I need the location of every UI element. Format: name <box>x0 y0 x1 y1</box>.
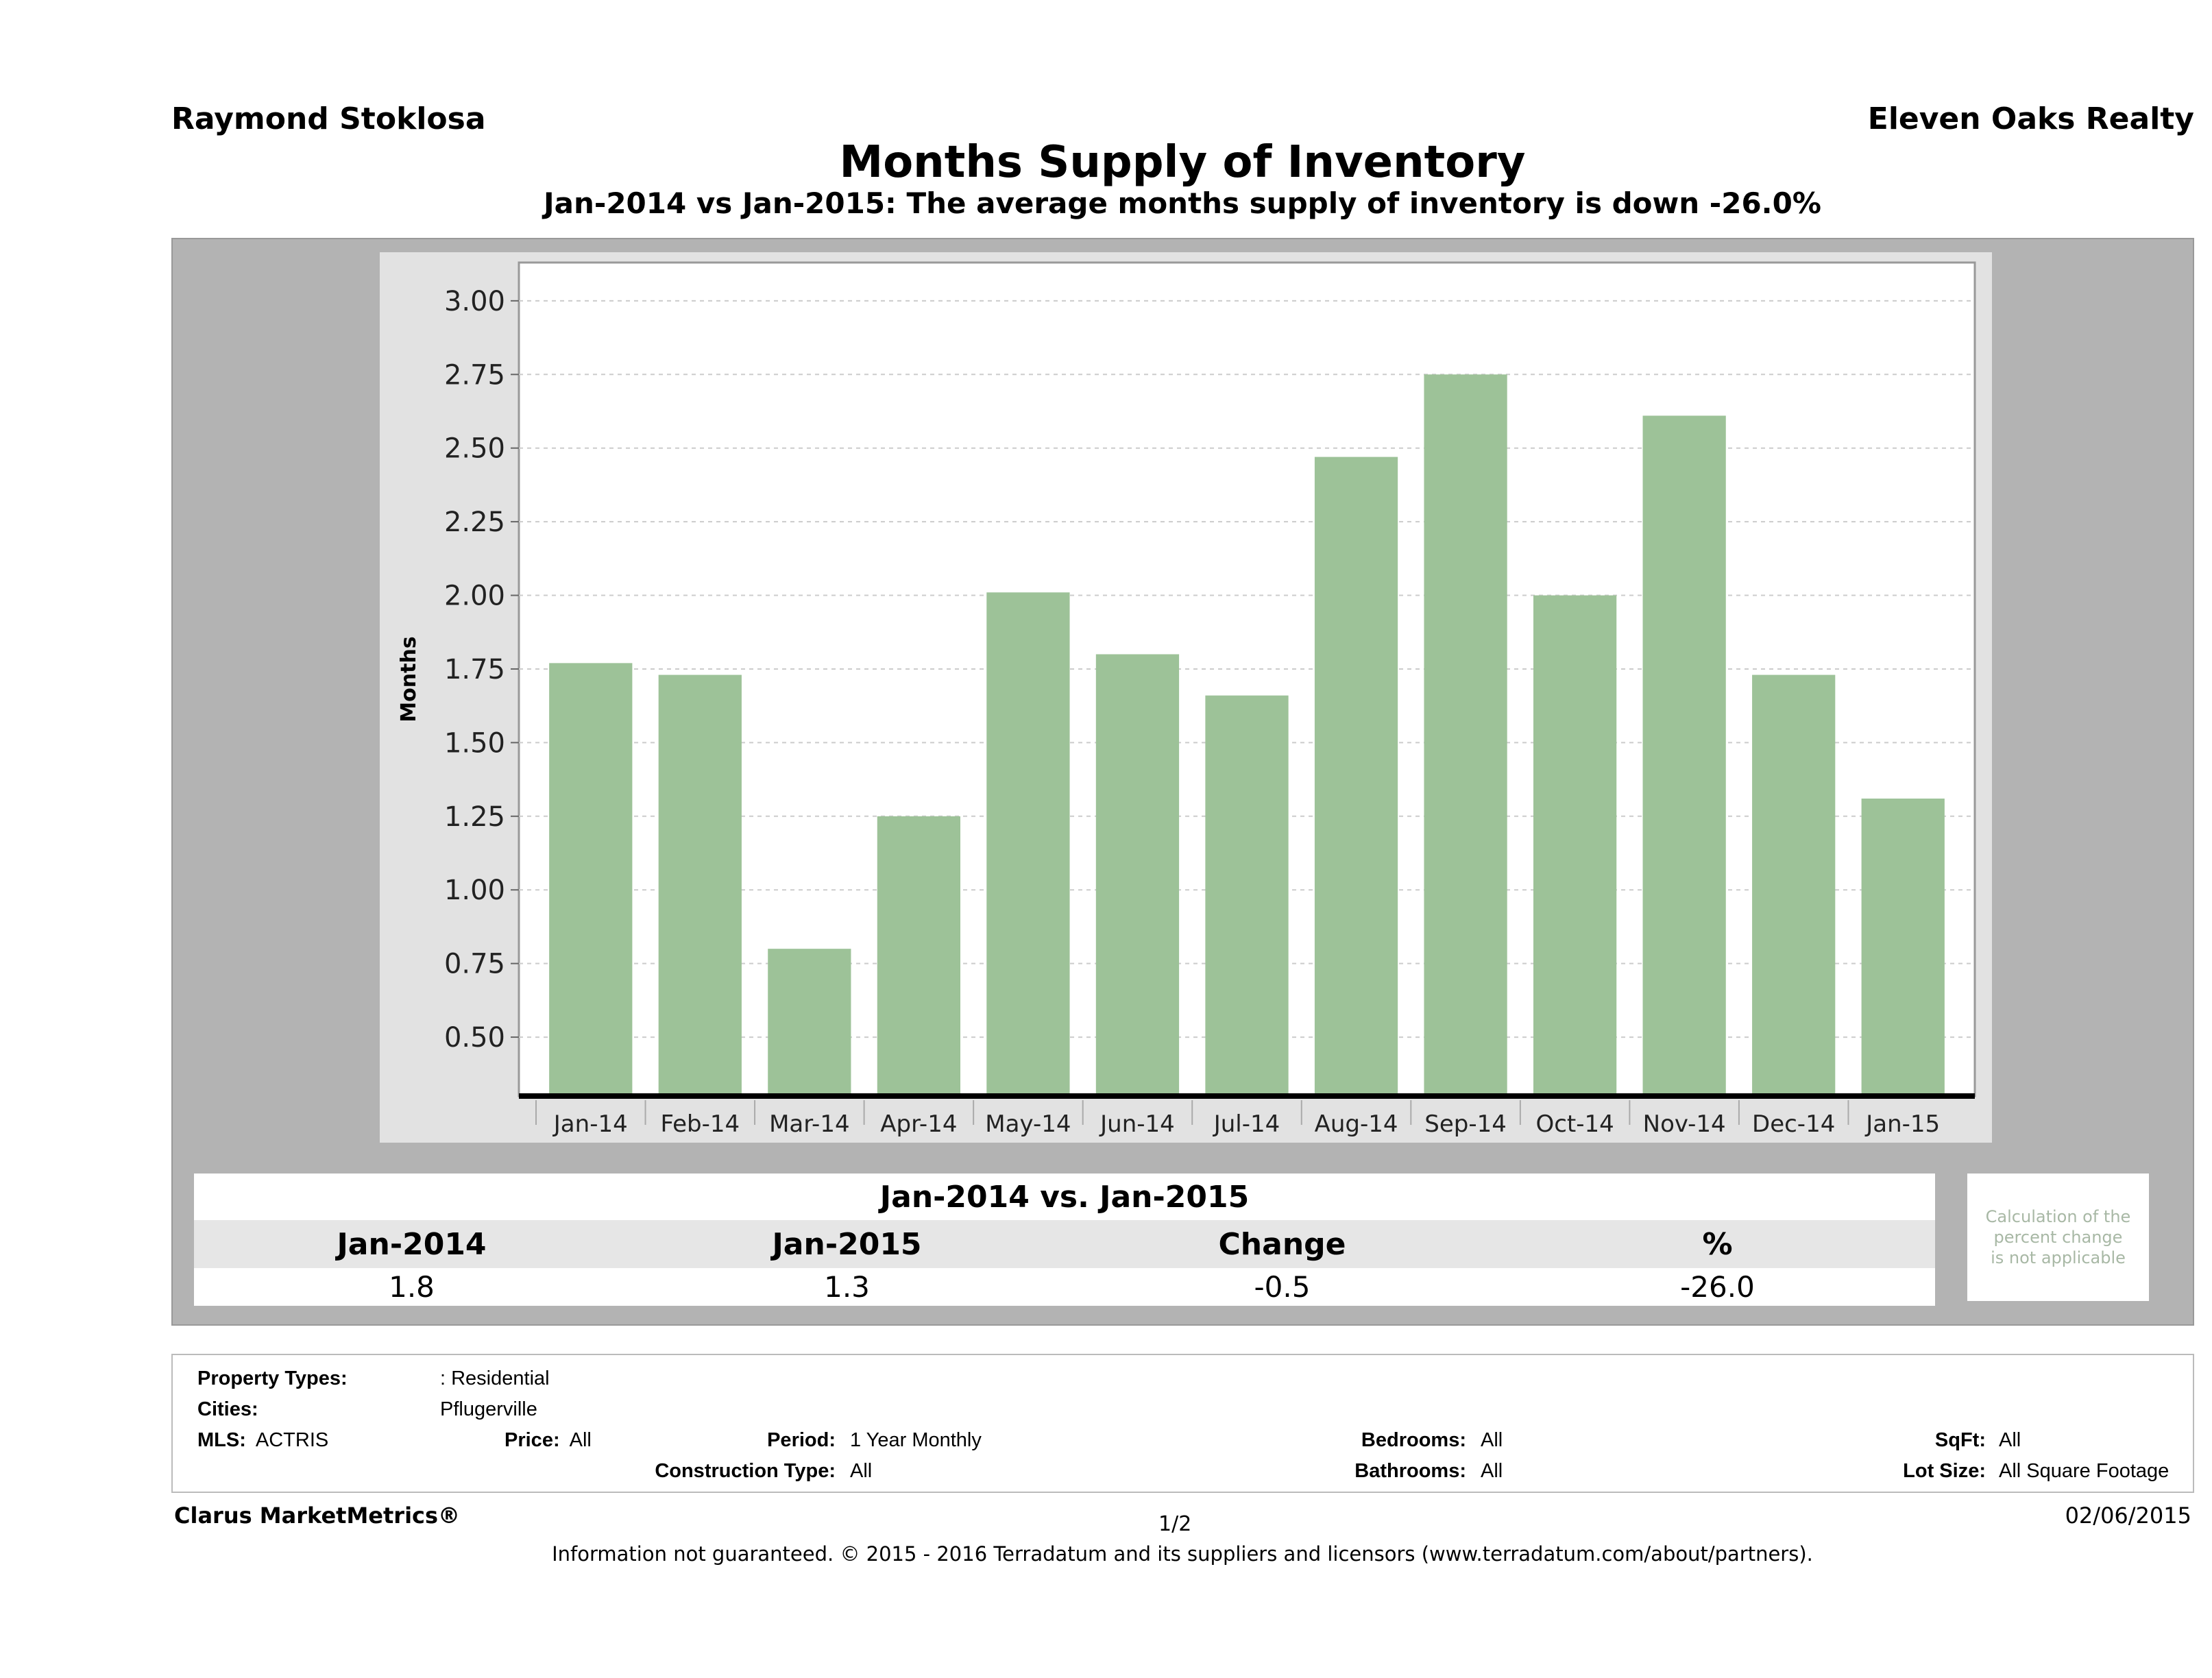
y-tick-label: 2.50 <box>444 433 505 465</box>
lot-size-label: Lot Size: <box>1903 1460 1986 1482</box>
company-name: Eleven Oaks Realty <box>1867 101 2194 136</box>
sqft-value: All <box>1999 1429 2021 1451</box>
y-tick-label: 1.75 <box>444 654 505 685</box>
cities-value: Pflugerville <box>440 1398 537 1420</box>
x-tick-label: Jun-14 <box>1099 1110 1175 1138</box>
mls-filter: MLS: ACTRIS <box>197 1429 328 1452</box>
bar-sep-14 <box>1424 374 1507 1096</box>
value-jan-2015: 1.3 <box>824 1270 870 1304</box>
bar-jan-14 <box>549 663 633 1096</box>
mls-label: MLS: <box>197 1429 246 1451</box>
property-types-label: Property Types: <box>197 1367 348 1389</box>
bar-jul-14 <box>1205 695 1289 1096</box>
construction-label: Construction Type: <box>655 1460 836 1482</box>
price-filter: Price: All <box>505 1429 592 1452</box>
bar-apr-14 <box>877 816 961 1096</box>
page-number: 1/2 <box>1158 1512 1192 1536</box>
price-label: Price: <box>505 1429 560 1451</box>
lot-size-filter: Lot Size: <box>1903 1460 1986 1483</box>
header-percent: % <box>1702 1226 1733 1262</box>
property-types-value: : Residential <box>440 1367 550 1389</box>
x-tick-label: Sep-14 <box>1424 1110 1507 1138</box>
y-tick-label: 2.00 <box>444 581 505 612</box>
y-tick-label: 1.00 <box>444 875 505 906</box>
comparison-table: Jan-2014 vs. Jan-2015 Jan-2014 Jan-2015 … <box>194 1174 1935 1306</box>
x-tick-label: Apr-14 <box>880 1110 957 1138</box>
x-tick-label: Oct-14 <box>1535 1110 1614 1138</box>
agent-name: Raymond Stoklosa <box>171 101 486 136</box>
y-tick-label: 2.75 <box>444 359 505 391</box>
header-jan-2014: Jan-2014 <box>337 1226 487 1262</box>
x-tick-label: Feb-14 <box>660 1110 740 1138</box>
filters-box: Property Types: : Residential Cities: Pf… <box>171 1354 2194 1493</box>
lot-size-value: All Square Footage <box>1999 1460 2170 1482</box>
note-line: is not applicable <box>1991 1248 2126 1267</box>
x-tick-label: Aug-14 <box>1315 1110 1398 1138</box>
y-tick-label: 2.25 <box>444 507 505 538</box>
note-line: percent change <box>1993 1228 2123 1247</box>
brand: Clarus MarketMetrics® <box>174 1503 461 1529</box>
cities-filter: Cities: Pflugerville <box>197 1398 537 1421</box>
x-tick-label: Dec-14 <box>1752 1110 1835 1138</box>
percent-change-note: Calculation of the percent change is not a… <box>1967 1174 2149 1301</box>
cities-label: Cities: <box>197 1398 258 1420</box>
bar-dec-14 <box>1752 674 1836 1096</box>
value-change: -0.5 <box>1254 1270 1311 1304</box>
bar-nov-14 <box>1642 415 1726 1096</box>
bar-jan-15 <box>1861 799 1945 1096</box>
bar-mar-14 <box>768 949 851 1096</box>
mls-value: ACTRIS <box>255 1429 329 1451</box>
y-tick-label: 1.25 <box>444 801 505 833</box>
comparison-title: Jan-2014 vs. Jan-2015 <box>879 1179 1250 1215</box>
y-tick-label: 0.50 <box>444 1022 505 1054</box>
bedrooms-value: All <box>1481 1429 1503 1451</box>
y-tick-label: 0.75 <box>444 949 505 980</box>
bar-oct-14 <box>1533 595 1617 1096</box>
x-tick-label: Jan-14 <box>552 1110 628 1138</box>
x-tick-label: Jan-15 <box>1864 1110 1940 1138</box>
bar-aug-14 <box>1314 457 1398 1096</box>
chart-title: Months Supply of Inventory <box>839 137 1526 188</box>
y-axis-label: Months <box>397 636 421 722</box>
bar-feb-14 <box>658 674 742 1096</box>
bar-chart: 0.50 0.75 1.00 1.25 1.50 1.75 2.00 2.25 2.50 2.75… <box>397 261 1976 1138</box>
period-value: 1 Year Monthly <box>850 1429 982 1451</box>
x-tick-label: May-14 <box>985 1110 1071 1138</box>
period-label: Period: <box>767 1429 836 1451</box>
property-types-filter: Property Types: : Residential <box>197 1367 550 1390</box>
sqft-label: SqFt: <box>1934 1429 1986 1451</box>
bathrooms-value: All <box>1481 1460 1503 1482</box>
bar-may-14 <box>986 592 1070 1096</box>
construction-value: All <box>850 1460 873 1482</box>
bedrooms-label: Bedrooms: <box>1361 1429 1466 1451</box>
bedrooms-filter: Bedrooms: <box>1361 1429 1466 1452</box>
price-value: All <box>569 1429 592 1451</box>
bar-jun-14 <box>1095 654 1180 1096</box>
note-line: Calculation of the <box>1985 1207 2131 1226</box>
header-jan-2015: Jan-2015 <box>772 1226 922 1262</box>
chart-subtitle: Jan-2014 vs Jan-2015: The average months… <box>544 186 1821 220</box>
x-tick-label: Mar-14 <box>769 1110 850 1138</box>
period-filter: Period: <box>767 1429 836 1452</box>
disclaimer: Information not guaranteed. © 2015 - 201… <box>552 1542 1813 1566</box>
sqft-filter: SqFt: <box>1935 1429 1986 1452</box>
report-date: 02/06/2015 <box>2065 1503 2191 1529</box>
header-change: Change <box>1218 1226 1346 1262</box>
bathrooms-label: Bathrooms: <box>1354 1460 1466 1482</box>
y-tick-label: 3.00 <box>444 286 505 317</box>
y-tick-label: 1.50 <box>444 727 505 759</box>
construction-filter: Construction Type: <box>655 1460 836 1483</box>
value-percent: -26.0 <box>1680 1270 1755 1304</box>
bathrooms-filter: Bathrooms: <box>1354 1460 1466 1483</box>
value-jan-2014: 1.8 <box>389 1270 435 1304</box>
x-tick-label: Jul-14 <box>1213 1110 1280 1138</box>
x-tick-label: Nov-14 <box>1643 1110 1726 1138</box>
